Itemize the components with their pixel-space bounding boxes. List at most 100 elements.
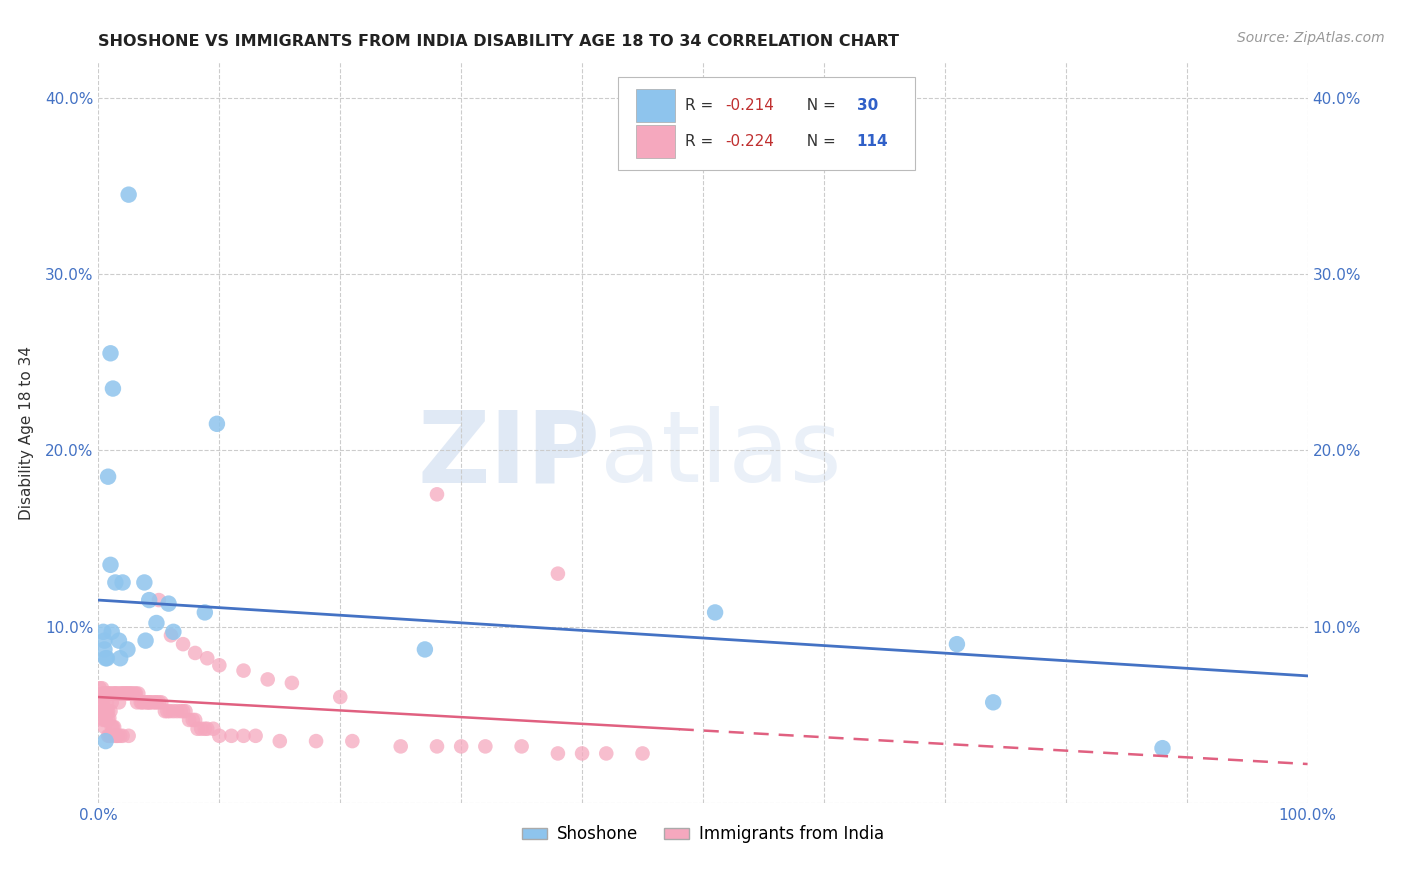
Point	[450, 739, 472, 754]
Point	[232, 729, 254, 743]
Point	[117, 686, 139, 700]
Text: N =: N =	[797, 134, 841, 149]
Point	[120, 686, 142, 700]
Point	[184, 713, 207, 727]
Point	[474, 739, 496, 754]
Point	[100, 704, 122, 718]
Point	[194, 722, 217, 736]
Point	[1152, 741, 1174, 756]
Point	[94, 734, 117, 748]
Point	[595, 747, 617, 761]
Text: SHOSHONE VS IMMIGRANTS FROM INDIA DISABILITY AGE 18 TO 34 CORRELATION CHART: SHOSHONE VS IMMIGRANTS FROM INDIA DISABI…	[98, 34, 900, 49]
FancyBboxPatch shape	[637, 126, 675, 158]
Point	[184, 646, 207, 660]
Point	[389, 739, 412, 754]
Point	[125, 686, 148, 700]
Point	[124, 686, 146, 700]
Point	[93, 642, 115, 657]
Point	[127, 695, 149, 709]
Point	[143, 695, 166, 709]
Text: ZIP: ZIP	[418, 407, 600, 503]
Point	[98, 711, 121, 725]
Point	[91, 704, 114, 718]
Point	[181, 713, 204, 727]
Point	[104, 729, 127, 743]
Point	[101, 720, 124, 734]
Point	[160, 628, 183, 642]
Text: Source: ZipAtlas.com: Source: ZipAtlas.com	[1237, 31, 1385, 45]
Point	[131, 695, 153, 709]
Point	[112, 686, 135, 700]
Point	[510, 739, 533, 754]
Point	[100, 729, 122, 743]
Point	[93, 633, 115, 648]
Point	[162, 624, 184, 639]
Text: N =: N =	[797, 98, 841, 113]
Point	[105, 686, 128, 700]
Point	[135, 633, 157, 648]
Point	[159, 704, 181, 718]
Point	[100, 346, 122, 360]
Point	[195, 651, 218, 665]
Point	[138, 593, 160, 607]
Point	[148, 593, 170, 607]
Point	[91, 711, 114, 725]
Point	[329, 690, 352, 704]
Point	[100, 720, 122, 734]
Point	[153, 704, 176, 718]
Point	[166, 704, 188, 718]
Point	[118, 686, 141, 700]
Point	[94, 686, 117, 700]
Point	[104, 575, 127, 590]
Point	[101, 686, 124, 700]
Point	[547, 747, 569, 761]
Point	[631, 747, 654, 761]
Point	[174, 704, 197, 718]
Point	[118, 686, 141, 700]
Point	[103, 720, 125, 734]
Point	[111, 575, 134, 590]
Point	[97, 469, 120, 483]
Text: R =: R =	[685, 98, 718, 113]
Text: atlas: atlas	[600, 407, 842, 503]
Point	[108, 651, 131, 665]
Point	[93, 720, 115, 734]
Point	[91, 624, 114, 639]
Point	[114, 686, 136, 700]
Point	[547, 566, 569, 581]
Text: 114: 114	[856, 134, 889, 149]
Point	[426, 487, 449, 501]
Point	[127, 686, 149, 700]
Point	[172, 637, 194, 651]
Point	[426, 739, 449, 754]
Point	[97, 686, 120, 700]
Point	[107, 686, 129, 700]
Point	[342, 734, 364, 748]
Point	[91, 681, 114, 696]
Point	[98, 729, 121, 743]
Point	[117, 642, 139, 657]
Text: -0.224: -0.224	[724, 134, 773, 149]
Point	[142, 695, 165, 709]
Point	[115, 686, 138, 700]
Point	[136, 695, 159, 709]
Point	[139, 695, 162, 709]
Point	[256, 673, 278, 687]
Point	[150, 695, 173, 709]
Point	[202, 722, 225, 736]
Point	[571, 747, 593, 761]
Point	[91, 695, 114, 709]
Point	[91, 686, 114, 700]
FancyBboxPatch shape	[637, 89, 675, 121]
Point	[94, 704, 117, 718]
Point	[208, 658, 231, 673]
Point	[104, 686, 127, 700]
Point	[111, 686, 134, 700]
Point	[134, 695, 156, 709]
Point	[100, 558, 122, 572]
Point	[190, 722, 212, 736]
Point	[89, 681, 111, 696]
Point	[108, 633, 131, 648]
Point	[103, 686, 125, 700]
Point	[90, 704, 112, 718]
